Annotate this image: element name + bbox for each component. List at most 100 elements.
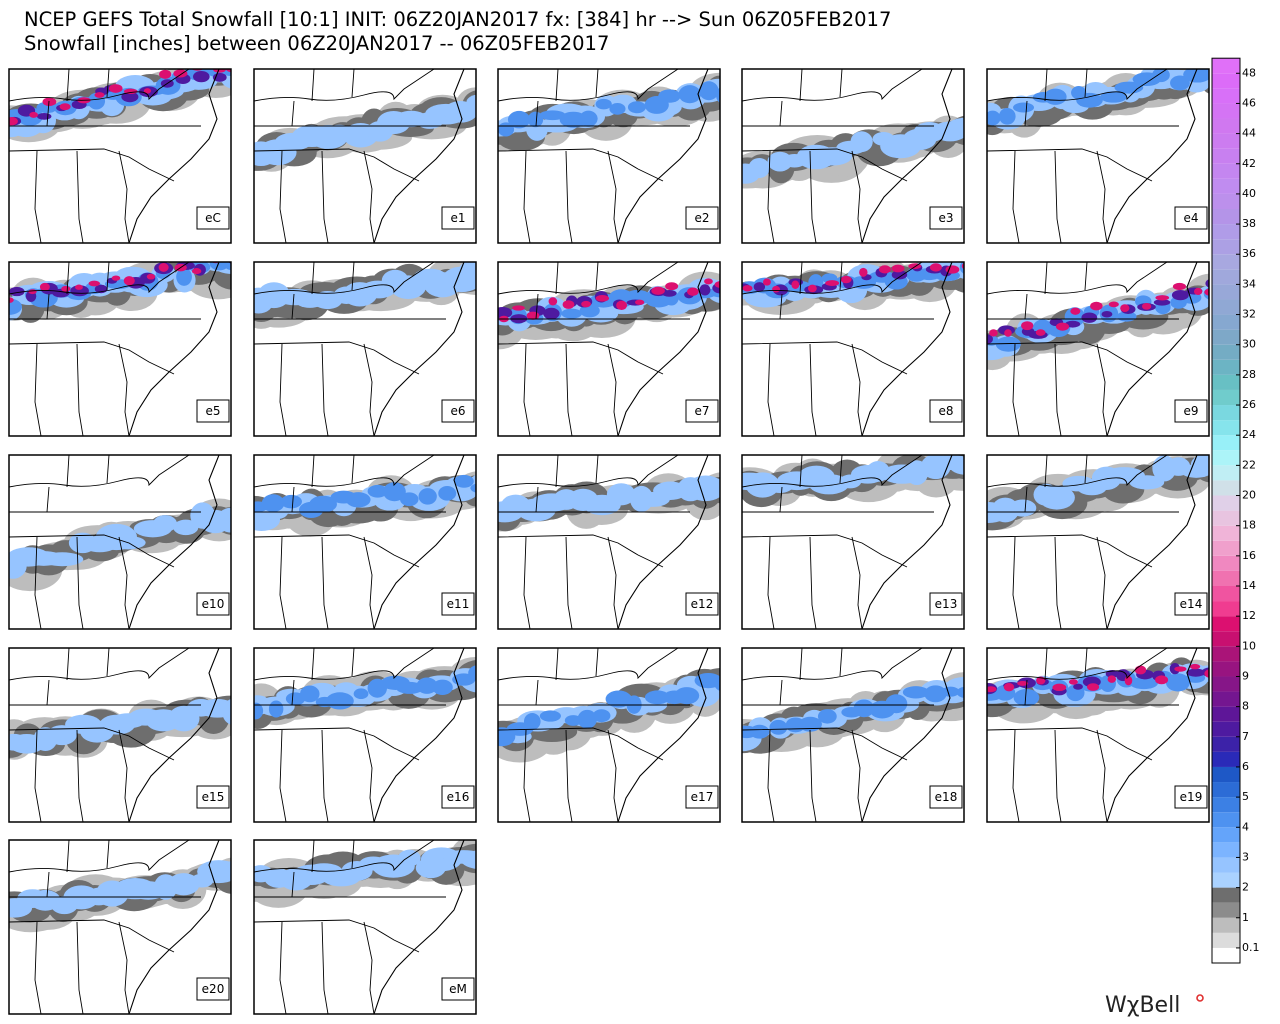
snow-area [123,276,135,286]
map-field [254,69,476,243]
label-box [685,206,719,230]
colorbar-bin [1212,344,1240,360]
snow-area [28,289,37,295]
snow-area [159,69,172,79]
colorbar-bin [1212,661,1240,677]
colorbar-label: 40 [1242,187,1256,200]
snow-area [592,709,611,723]
map-field [254,455,476,629]
map-panel: e14 [986,454,1210,630]
map-field [498,455,720,629]
snow-area [678,85,701,104]
snow-area [470,483,476,493]
snow-area [222,262,231,271]
snow-area [1013,102,1035,113]
snow-area [564,715,582,726]
label-box [929,592,963,616]
snow-area [902,686,929,699]
label-box [685,785,719,809]
colorbar-label: 9 [1242,669,1249,682]
snow-area [605,690,632,708]
snow-area [1105,670,1119,678]
snow-area [956,686,964,698]
colorbar-bin [1212,887,1240,903]
colorbar-bin [1212,782,1240,798]
colorbar-bin [1212,329,1240,345]
colorbar-label: 10 [1242,639,1256,652]
snow-area [1044,88,1067,105]
snow-area [1073,683,1083,690]
panel-frame [253,839,477,1015]
snow-area [1100,91,1127,103]
colorbar-bin [1212,314,1240,330]
snow-area [616,300,628,311]
colorbar-bin [1212,676,1240,692]
colorbar-label: 32 [1242,308,1256,321]
colorbar-bin [1212,872,1240,888]
colorbar-label: 3 [1242,850,1249,863]
label-box [685,399,719,423]
snow-area [1038,485,1075,510]
snow-area [762,278,771,286]
member-label: e7 [694,404,709,418]
colorbar-bin [1212,88,1240,104]
panel-frame [497,454,721,630]
colorbar-bin [1212,917,1240,933]
map-field [254,648,476,822]
member-label: e11 [447,597,470,611]
member-label: e4 [1183,211,1198,225]
snow-area [325,692,354,710]
panel-frame [497,261,721,437]
colorbar-bin [1212,374,1240,390]
snow-area [1171,289,1189,301]
snow-area [1153,299,1171,306]
colorbar-bin [1212,510,1240,526]
snow-area [742,285,753,292]
colorbar-label: 0.1 [1242,941,1260,954]
colorbar-bin [1212,405,1240,421]
map-field [254,840,476,1014]
snow-area [1017,681,1029,686]
colorbar-label: 46 [1242,96,1256,109]
snow-area [543,307,560,320]
panel-frame [497,68,721,244]
label-box [685,592,719,616]
map-field [987,648,1209,822]
logo-dot [1196,994,1204,1002]
map-panel: e17 [497,647,721,823]
label-box [441,977,475,1001]
map-panel: e3 [741,68,965,244]
panel-frame [741,454,965,630]
label-box [441,206,475,230]
snow-area [523,713,541,731]
snow-area [216,507,231,533]
snow-area [987,686,997,693]
snow-area [595,295,610,302]
colorbar-bin [1212,420,1240,436]
snow-area [460,850,476,869]
snow-area [772,285,781,293]
panel-frame [253,647,477,823]
panel-frame [8,647,232,823]
colorbar-bin [1212,239,1240,255]
map-field [254,262,476,436]
panel-frame [986,68,1210,244]
panel-frame [8,68,232,244]
member-label: e2 [694,211,709,225]
snow-area [146,273,156,280]
colorbar-label: 24 [1242,428,1256,441]
map-panel: e18 [741,647,965,823]
snow-area [941,686,960,697]
colorbar-bin [1212,751,1240,767]
snow-area [1087,683,1100,691]
snow-area [1170,75,1190,91]
snow-area [9,117,18,126]
colorbar-bin [1212,193,1240,209]
colorbar-bin [1212,947,1240,963]
member-label: e12 [691,597,714,611]
label-box [1174,592,1208,616]
map-panel: e15 [8,647,232,823]
member-label: e9 [1183,404,1198,418]
snow-area [1155,675,1169,685]
panel-grid: eC e1 e2 e3 e4 e5 e6 e7 e8 e9 e10 e11 e12 e13 e14 e15 e1… [8,68,1210,1015]
